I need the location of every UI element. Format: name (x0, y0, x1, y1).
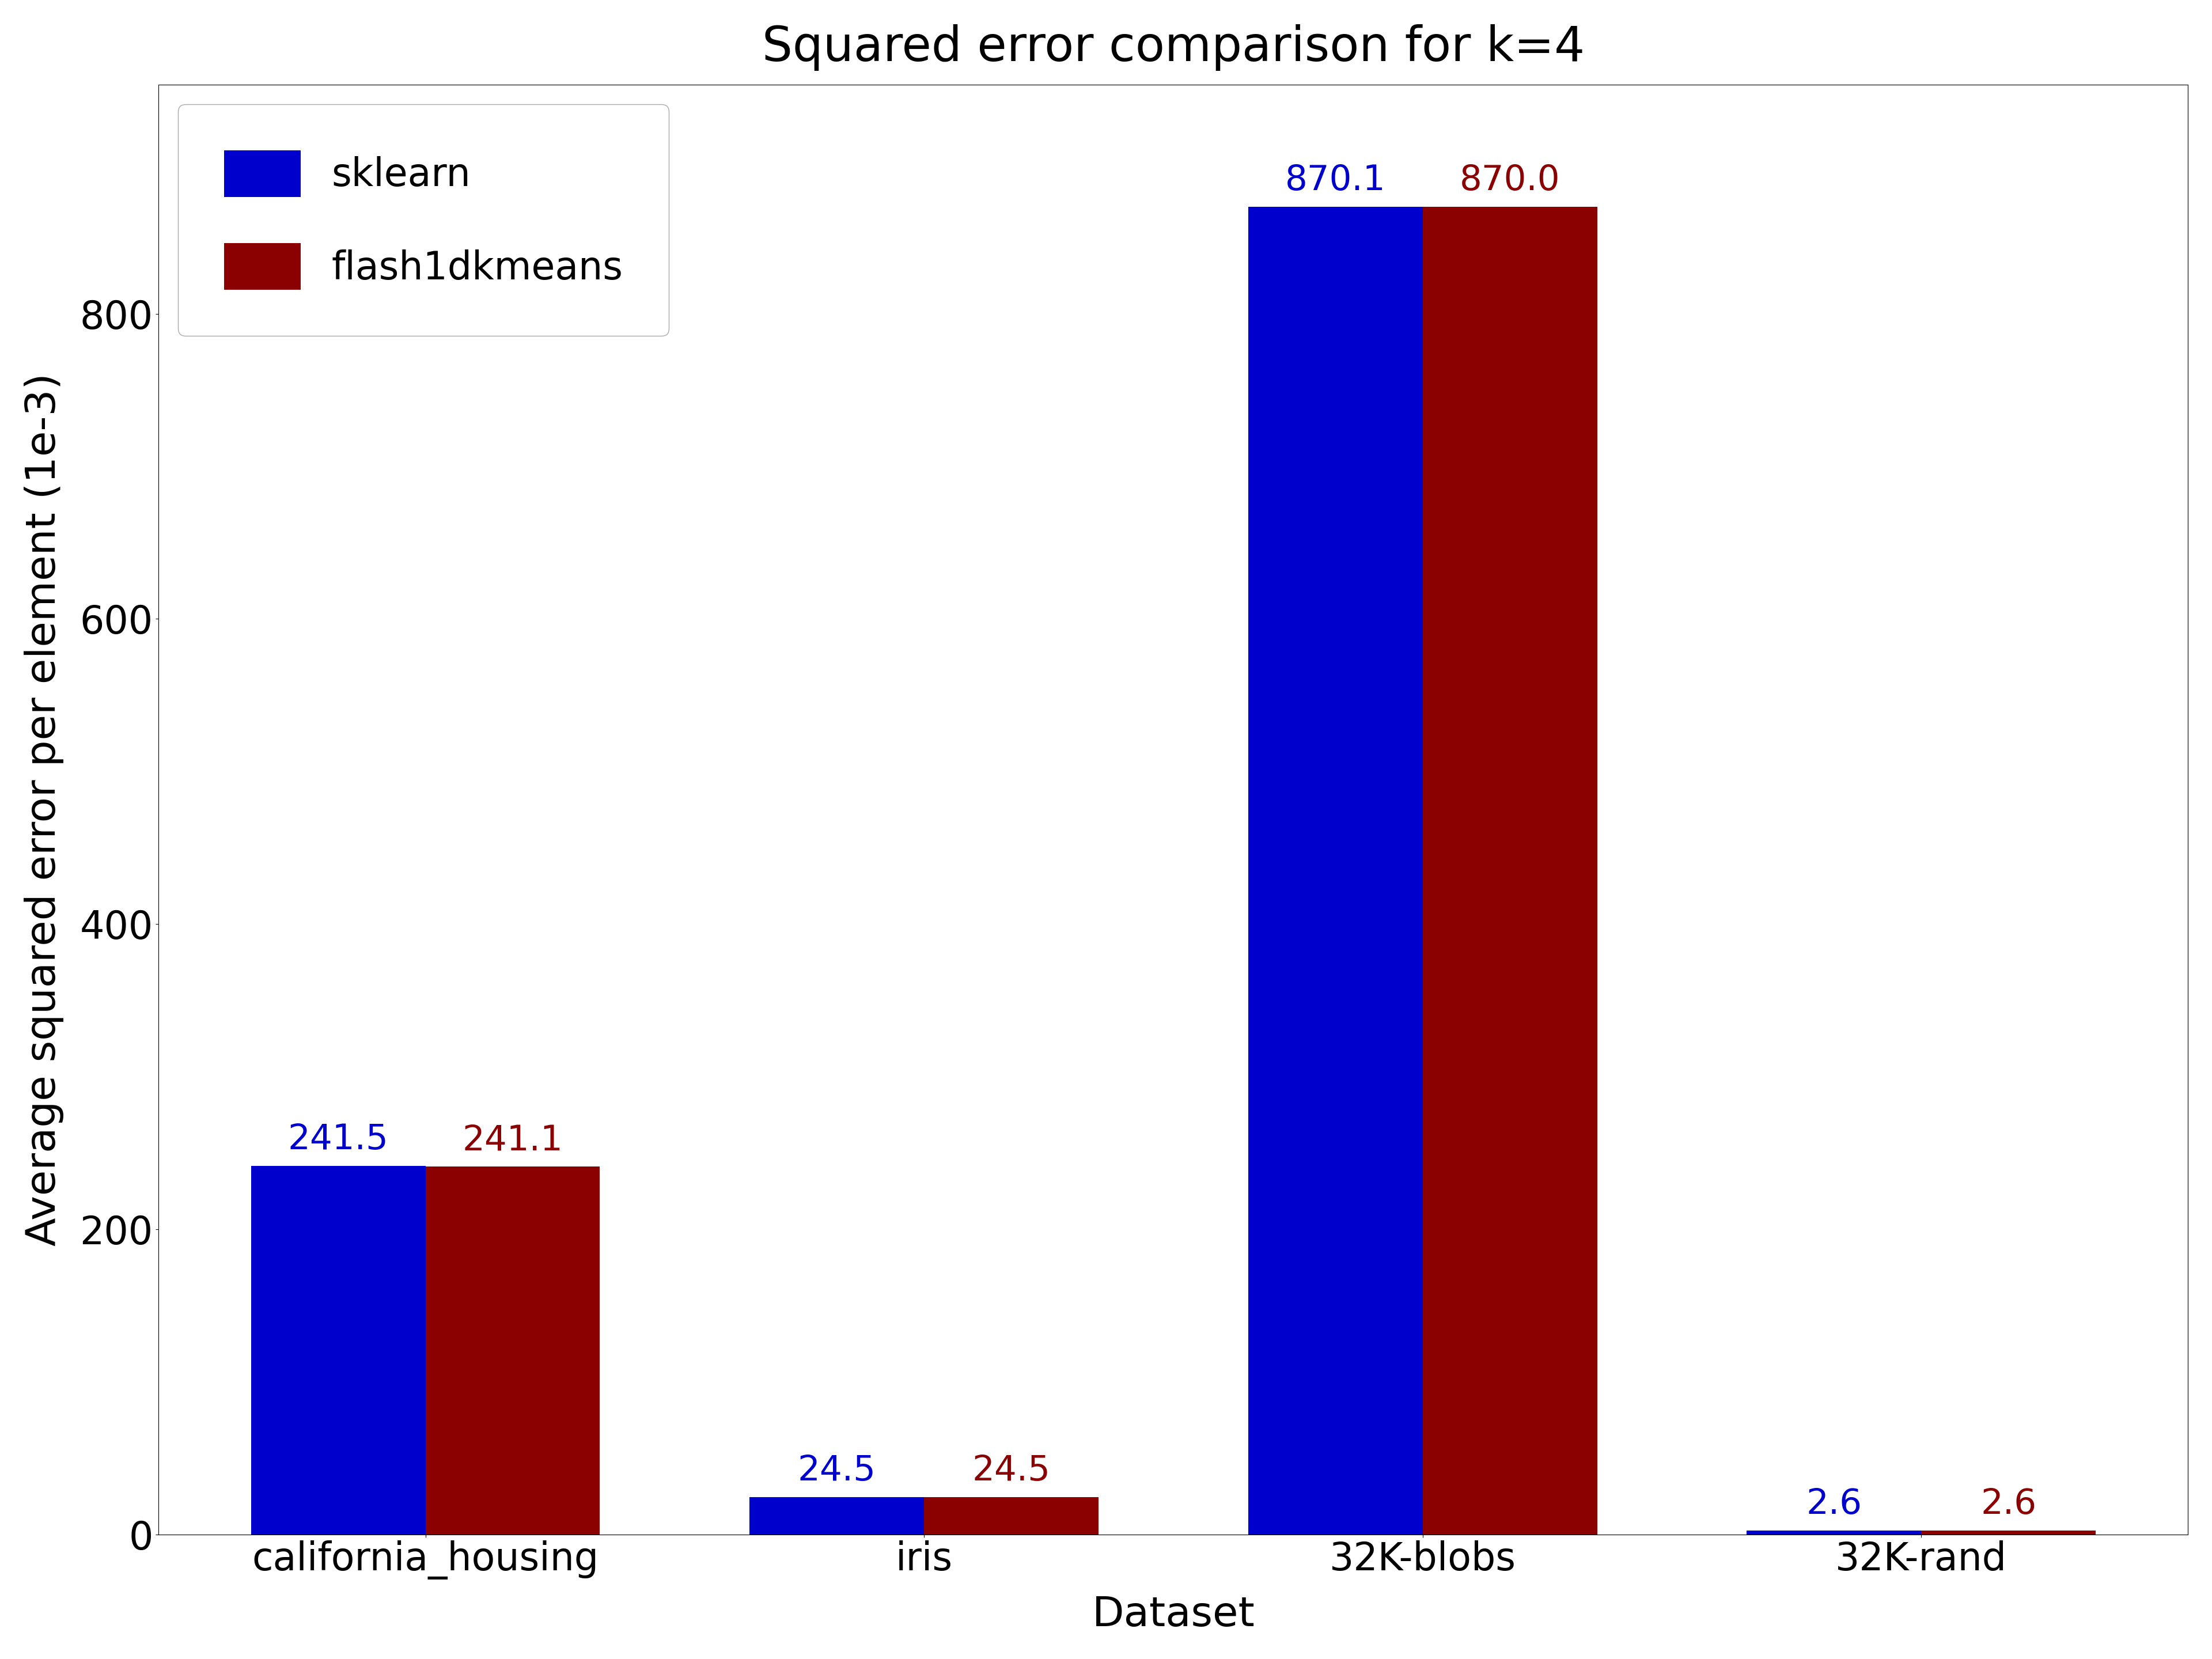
Bar (425, 1166, 599, 1535)
Bar (750, 1496, 925, 1535)
Title: Squared error comparison for k=4: Squared error comparison for k=4 (761, 23, 1584, 71)
Text: 241.1: 241.1 (462, 1123, 564, 1158)
Text: 870.1: 870.1 (1285, 164, 1385, 197)
Text: 24.5: 24.5 (971, 1453, 1051, 1488)
Text: 2.6: 2.6 (1805, 1488, 1863, 1521)
Legend: sklearn, flash1dkmeans: sklearn, flash1dkmeans (177, 105, 668, 337)
Bar (250, 1166, 425, 1535)
Text: 241.5: 241.5 (288, 1123, 389, 1156)
X-axis label: Dataset: Dataset (1093, 1596, 1254, 1636)
Text: 24.5: 24.5 (799, 1453, 876, 1488)
Bar (1248, 207, 1422, 1535)
Bar (1747, 1531, 1922, 1535)
Bar (1422, 207, 1597, 1535)
Bar (925, 1496, 1099, 1535)
Text: 870.0: 870.0 (1460, 164, 1559, 197)
Bar (1922, 1531, 2095, 1535)
Y-axis label: Average squared error per element (1e-3): Average squared error per element (1e-3) (24, 373, 64, 1246)
Text: 2.6: 2.6 (1980, 1488, 2037, 1521)
